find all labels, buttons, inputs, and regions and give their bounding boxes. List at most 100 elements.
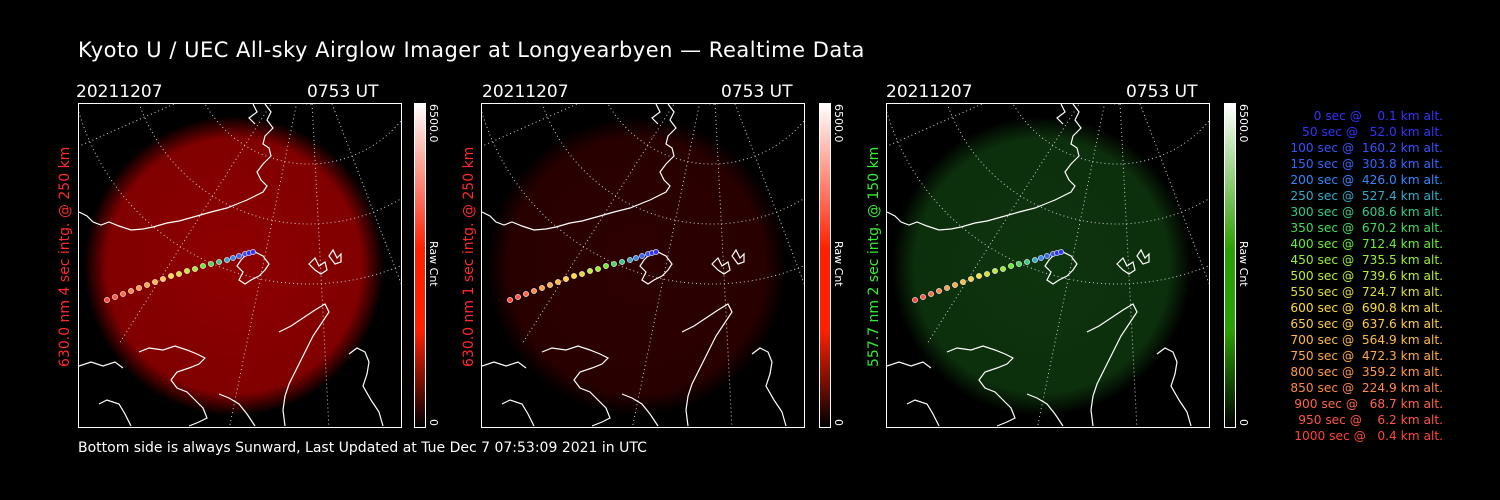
trajectory-point	[236, 253, 242, 259]
panel-2-colorbar-max: 6500.0	[832, 104, 845, 143]
legend-row: 0 sec @ 0.1 km alt.	[1305, 109, 1443, 123]
legend-row: 1000 sec @ 0.4 km alt.	[1294, 429, 1443, 443]
trajectory-point	[128, 288, 134, 294]
trajectory-point	[960, 279, 966, 285]
trajectory-point	[192, 266, 198, 272]
panel-2-time: 0753 UT	[721, 82, 793, 102]
panel-1-side-label: 630.0 nm 4 sec intg. @ 250 km	[57, 146, 73, 367]
legend-row: 350 sec @ 670.2 km alt.	[1290, 221, 1443, 235]
trajectory-point	[144, 282, 150, 288]
trajectory-point	[976, 273, 982, 279]
trajectory-point	[1016, 261, 1022, 267]
panel-2-date: 20211207	[482, 82, 569, 102]
coastline	[328, 248, 342, 265]
longitude-line	[228, 104, 298, 427]
legend-row: 900 sec @ 68.7 km alt.	[1294, 397, 1443, 411]
coastline	[236, 251, 270, 285]
trajectory-point	[160, 276, 166, 282]
trajectory-point	[200, 263, 206, 269]
coastline	[248, 104, 258, 125]
latitude-circle	[482, 110, 804, 285]
legend-row: 100 sec @ 160.2 km alt.	[1290, 141, 1443, 155]
trajectory-point	[992, 268, 998, 274]
panel-1-colorbar-max: 6500.0	[427, 104, 440, 143]
coastline	[218, 393, 256, 427]
map-svg	[79, 104, 401, 427]
trajectory-point	[912, 297, 918, 303]
coastline	[1156, 347, 1192, 427]
footer-note: Bottom side is always Sunward, Last Upda…	[78, 440, 647, 456]
panel-3-colorbar	[1224, 103, 1236, 428]
panel-3-airglow-image	[886, 103, 1210, 428]
panel-2-airglow-image	[481, 103, 805, 428]
airglow-disk	[84, 116, 384, 416]
panel-3-time: 0753 UT	[1126, 82, 1198, 102]
coastline	[1116, 256, 1136, 275]
trajectory-point	[547, 282, 553, 288]
panel-3-colorbar-unit: Raw Cnt	[1237, 241, 1250, 287]
coastline	[887, 104, 1082, 231]
coastline	[98, 399, 132, 427]
coastline	[482, 361, 527, 369]
trajectory-point	[531, 288, 537, 294]
airglow-disk	[487, 116, 787, 416]
panel-3-colorbar-max: 6500.0	[1237, 104, 1250, 143]
trajectory-point	[611, 261, 617, 267]
panel-1-date: 20211207	[76, 82, 163, 102]
coastline	[1086, 303, 1138, 427]
panel-1-colorbar	[414, 103, 426, 428]
trajectory-point	[168, 273, 174, 279]
trajectory-point	[250, 249, 256, 255]
longitude-line	[331, 104, 401, 285]
page-title: Kyoto U / UEC All-sky Airglow Imager at …	[78, 38, 865, 62]
trajectory-point	[633, 255, 639, 261]
map-svg	[482, 104, 804, 427]
coastline	[308, 256, 328, 275]
longitude-line	[1139, 104, 1209, 285]
coastline	[138, 345, 208, 427]
panel-2-colorbar-min: 0	[832, 419, 845, 426]
longitude-line	[631, 104, 701, 427]
coastline	[711, 256, 731, 275]
legend-row: 550 sec @ 724.7 km alt.	[1290, 285, 1443, 299]
legend-row: 950 sec @ 6.2 km alt.	[1298, 413, 1443, 427]
legend-row: 400 sec @ 712.4 km alt.	[1290, 237, 1443, 251]
coastline	[79, 104, 274, 231]
trajectory-point	[627, 257, 633, 263]
legend-row: 250 sec @ 527.4 km alt.	[1290, 189, 1443, 203]
trajectory-point	[1000, 266, 1006, 272]
coastline	[541, 345, 611, 427]
coastline	[501, 399, 535, 427]
trajectory-point	[184, 268, 190, 274]
trajectory-point	[968, 276, 974, 282]
trajectory-point	[224, 257, 230, 263]
trajectory-point	[104, 297, 110, 303]
longitude-line	[1036, 104, 1106, 427]
trajectory-point	[595, 266, 601, 272]
trajectory-legend: 0 sec @ 0.1 km alt. 50 sec @ 52.0 km alt…	[1258, 108, 1443, 444]
legend-row: 800 sec @ 359.2 km alt.	[1290, 365, 1443, 379]
coastline	[1136, 248, 1150, 265]
trajectory-point	[1024, 259, 1030, 265]
trajectory-point	[920, 294, 926, 300]
trajectory-point	[136, 285, 142, 291]
trajectory-point	[555, 279, 561, 285]
legend-row: 500 sec @ 739.6 km alt.	[1290, 269, 1443, 283]
trajectory-point	[984, 271, 990, 277]
trajectory-point	[603, 263, 609, 269]
trajectory-point	[587, 268, 593, 274]
trajectory-point	[230, 255, 236, 261]
coastline	[681, 303, 733, 427]
legend-row: 850 sec @ 224.9 km alt.	[1290, 381, 1443, 395]
coastline	[621, 393, 659, 427]
latitude-circle	[1012, 104, 1209, 165]
longitude-line	[1119, 104, 1138, 427]
panel-1-colorbar-min: 0	[427, 419, 440, 426]
coastline	[887, 361, 932, 369]
trajectory-point	[120, 291, 126, 297]
latitude-circle	[887, 110, 1209, 285]
longitude-line	[311, 104, 330, 427]
trajectory-point	[579, 271, 585, 277]
trajectory-point	[1038, 255, 1044, 261]
trajectory-point	[515, 294, 521, 300]
